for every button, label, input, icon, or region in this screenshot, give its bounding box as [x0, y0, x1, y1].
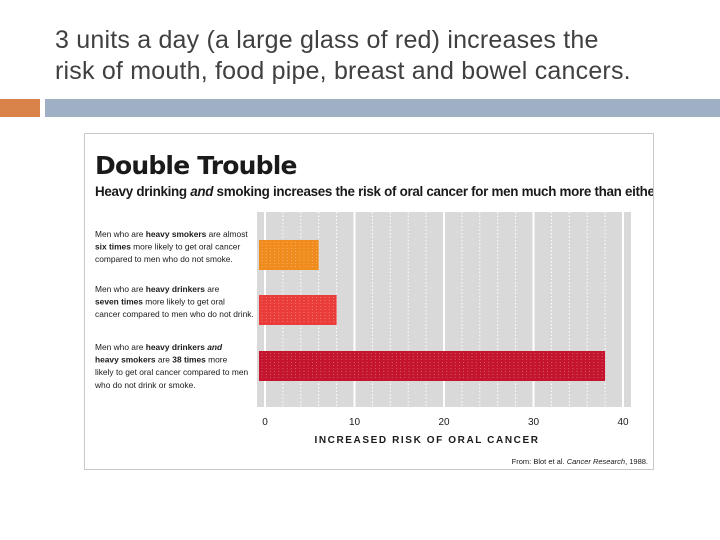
chart: Double Trouble Heavy drinking and smoking… — [94, 151, 653, 466]
bar-1 — [259, 240, 319, 270]
category-label-3: Men who are heavy drinkers and heavy smok… — [94, 342, 248, 390]
slide-heading: 3 units a day (a large glass of red) inc… — [55, 25, 705, 87]
x-tick-label: 40 — [617, 417, 629, 428]
bar-2 — [259, 295, 337, 325]
x-tick-label: 20 — [438, 417, 450, 428]
category-label-2: Men who are heavy drinkers are seven time… — [95, 284, 254, 319]
header-rule — [45, 99, 720, 117]
bar-3 — [259, 351, 606, 381]
chart-frame: Double Trouble Heavy drinking and smoking… — [84, 133, 654, 470]
category-label-1: Men who are heavy smokers are almost six … — [95, 229, 248, 264]
chart-subtitle: Heavy drinking and smoking increases the… — [95, 184, 653, 199]
bar-texture-3 — [261, 353, 603, 379]
slide-heading-line-2: risk of mouth, food pipe, breast and bow… — [55, 57, 631, 85]
x-tick-label: 10 — [349, 417, 361, 428]
bar-texture-1 — [261, 242, 318, 268]
bar-texture-2 — [261, 297, 334, 323]
slide-heading-line-1: 3 units a day (a large glass of red) inc… — [55, 26, 599, 54]
accent-bar — [0, 99, 40, 117]
chart-source: From: Blot et al. Cancer Research, 1988. — [512, 457, 648, 466]
chart-title: Double Trouble — [95, 151, 297, 180]
x-tick-label: 30 — [528, 417, 540, 428]
x-tick-label: 0 — [262, 417, 268, 428]
x-axis-label: INCREASED RISK OF ORAL CANCER — [314, 435, 539, 446]
